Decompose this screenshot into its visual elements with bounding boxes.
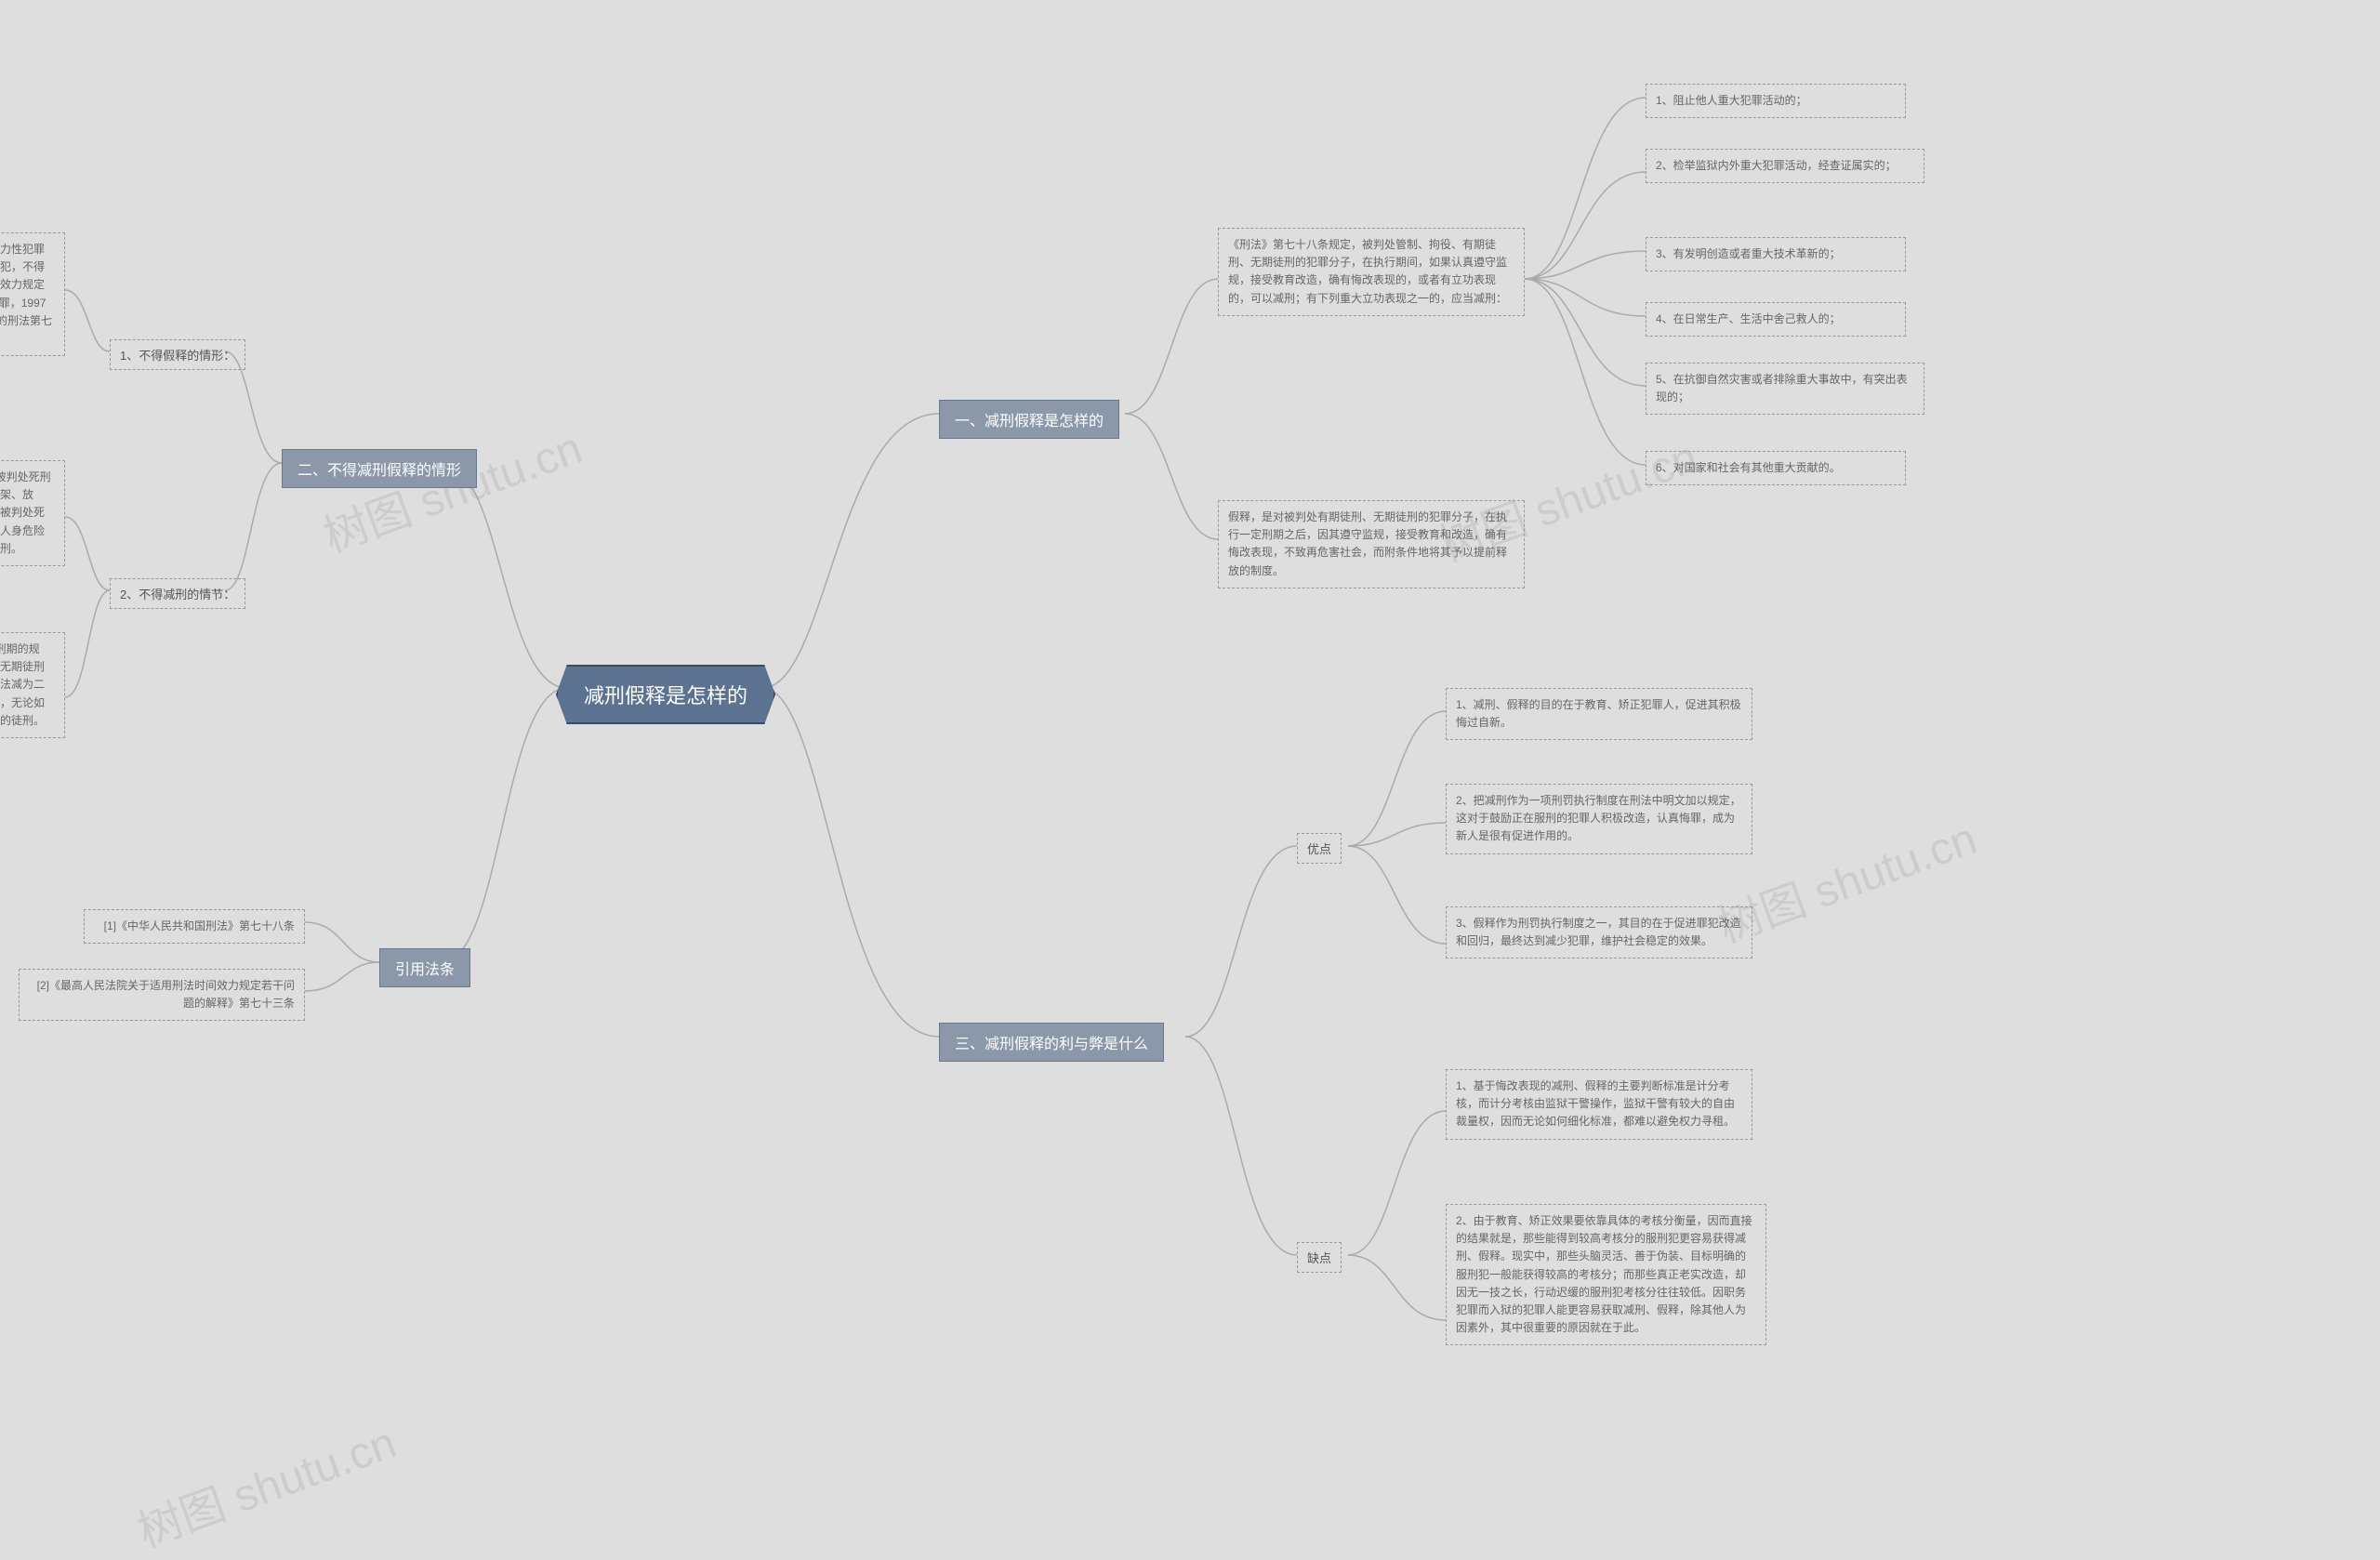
category-ref: 引用法条 (379, 948, 470, 987)
cat2-sub2: 2、不得减刑的情节： (110, 578, 245, 609)
watermark: 树图 shutu.cn (313, 411, 589, 564)
ref-leaf-2: [2]《最高人民法院关于适用刑法时间效力规定若干问题的解释》第七十三条 (19, 969, 305, 1021)
cat1-leaf-6: 6、对国家和社会有其他重大贡献的。 (1646, 451, 1906, 485)
root-node: 减刑假释是怎样的 (556, 665, 775, 724)
adv-leaf-2: 2、把减刑作为一项刑罚执行制度在刑法中明文加以规定，这对于鼓励正在服刑的犯罪人积… (1446, 784, 1752, 854)
advantages-label: 优点 (1297, 833, 1342, 864)
dis-leaf-1: 1、基于悔改表现的减刑、假释的主要判断标准是计分考核，而计分考核由监狱干警操作，… (1446, 1069, 1752, 1140)
cat1-node2: 假释，是对被判处有期徒刑、无期徒刑的犯罪分子，在执行一定刑期之后，因其遵守监规，… (1218, 500, 1525, 588)
cat2-sub2-leaf1: （1）限制减刑犯罪的类型根据《刑法》规定：对被判处死刑缓期执行的累犯以及因故意杀… (0, 460, 65, 566)
ref-leaf-1: [1]《中华人民共和国刑法》第七十八条 (84, 909, 305, 944)
cat2-sub1: 1、不得假释的情形： (110, 339, 245, 370)
category-3: 三、减刑假释的利与弊是什么 (939, 1023, 1164, 1062)
watermark: 树图 shutu.cn (127, 1406, 403, 1559)
category-1: 一、减刑假释是怎样的 (939, 400, 1119, 439)
cat1-leaf-3: 3、有发明创造或者重大技术革新的； (1646, 237, 1906, 271)
connector-lines (0, 0, 2380, 1512)
category-2: 二、不得减刑假释的情形 (282, 449, 477, 488)
cat1-leaf-2: 2、检举监狱内外重大犯罪活动，经查证属实的； (1646, 149, 1924, 183)
adv-leaf-1: 1、减刑、假释的目的在于教育、矫正犯罪人，促进其积极悔过自新。 (1446, 688, 1752, 740)
dis-leaf-2: 2、由于教育、矫正效果要依靠具体的考核分衡量，因而直接的结果就是，那些能得到较高… (1446, 1204, 1766, 1345)
cat2-sub1-leaf: 对累犯以及因杀人、爆炸、抢劫、强奸、绑架等暴力性犯罪中的一罪被判处十年以上有期徒… (0, 232, 65, 356)
cat1-leaf-1: 1、阻止他人重大犯罪活动的； (1646, 84, 1906, 118)
adv-leaf-3: 3、假释作为刑罚执行制度之一，其目的在于促进罪犯改造和回归，最终达到减少犯罪，维… (1446, 906, 1752, 958)
cat2-sub2-leaf2: （2）关于被限制减刑的死缓犯罪分子实际执行的刑期的规定：最低服刑时间，如缓期执行… (0, 632, 65, 738)
cat1-leaf-5: 5、在抗御自然灾害或者排除重大事故中，有突出表现的； (1646, 363, 1924, 415)
cat1-node1: 《刑法》第七十八条规定，被判处管制、拘役、有期徒刑、无期徒刑的犯罪分子，在执行期… (1218, 228, 1525, 316)
disadvantages-label: 缺点 (1297, 1242, 1342, 1273)
cat1-leaf-4: 4、在日常生产、生活中舍己救人的； (1646, 302, 1906, 337)
